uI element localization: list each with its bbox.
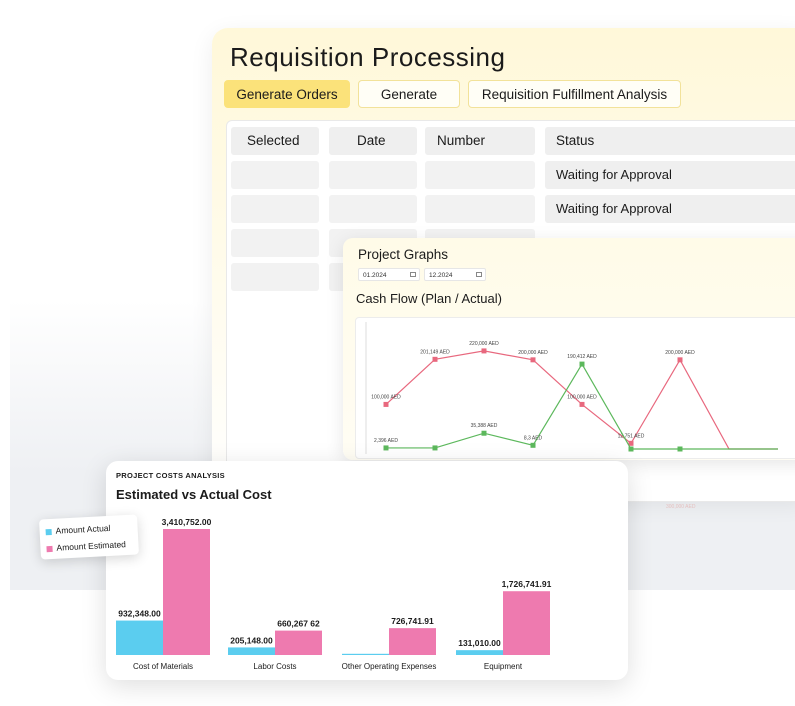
- data-point: [579, 361, 585, 367]
- column-header-number[interactable]: Number: [425, 127, 535, 155]
- table-cell[interactable]: [231, 161, 319, 189]
- data-point: [481, 430, 487, 436]
- column-header-status[interactable]: Status: [545, 127, 795, 155]
- data-point: [530, 357, 536, 363]
- project-graphs-title: Project Graphs: [358, 247, 449, 262]
- data-label: 100,000 AED: [567, 394, 597, 400]
- category-label: Cost of Materials: [133, 662, 193, 671]
- data-label: 200,000 AED: [518, 350, 548, 356]
- bar-value-label: 660,267 62: [277, 619, 320, 629]
- bar-actual: [342, 653, 389, 655]
- category-label: Equipment: [484, 662, 523, 671]
- tab-generate-orders[interactable]: Generate Orders: [224, 80, 350, 108]
- bar-value-label: 726,741.91: [391, 616, 434, 626]
- data-point: [530, 442, 536, 448]
- bar-estimated: [389, 628, 436, 655]
- calendar-icon[interactable]: [410, 272, 416, 277]
- date-from-input[interactable]: 01.2024: [358, 268, 420, 281]
- data-point: [628, 440, 634, 446]
- calendar-icon[interactable]: [476, 272, 482, 277]
- bar-value-label: 131,010.00: [458, 638, 501, 648]
- cash-flow-svg: 100,000 AED 201,149 AED 220,000 AED 200,000…: [365, 322, 778, 454]
- data-point: [432, 356, 438, 362]
- data-label: 201,149 AED: [420, 349, 450, 355]
- table-cell[interactable]: [329, 195, 417, 223]
- date-to-input[interactable]: 12.2024: [424, 268, 486, 281]
- data-label: 200,000 AED: [665, 350, 695, 356]
- page-title: Requisition Processing: [230, 42, 506, 72]
- bar-value-label: 1,726,741.91: [502, 579, 552, 589]
- project-costs-panel: PROJECT COSTS ANALYSIS Estimated vs Actu…: [106, 461, 628, 680]
- table-cell[interactable]: [329, 161, 417, 189]
- cash-flow-title: Cash Flow (Plan / Actual): [356, 291, 502, 306]
- bar-estimated: [163, 529, 210, 655]
- data-point: [481, 348, 487, 354]
- bar-estimated: [275, 630, 322, 655]
- data-label: 190,412 AED: [567, 354, 597, 360]
- column-header-selected[interactable]: Selected: [231, 127, 319, 155]
- bar-actual: [456, 650, 503, 655]
- tab-requisition-fulfillment-analysis[interactable]: Requisition Fulfillment Analysis: [468, 80, 681, 108]
- column-header-date[interactable]: Date: [329, 127, 417, 155]
- legend-swatch-estimated: [46, 545, 53, 552]
- table-cell[interactable]: [231, 263, 319, 291]
- bar-actual: [116, 620, 163, 655]
- bar-actual: [228, 647, 275, 655]
- project-graphs-panel: Project Graphs 01.2024 12.2024 Cash Flow…: [343, 238, 795, 460]
- legend-item-estimated[interactable]: Amount Estimated: [46, 537, 126, 555]
- data-label: 12,751 AED: [618, 433, 645, 439]
- table-cell[interactable]: [231, 195, 319, 223]
- costs-eyebrow: PROJECT COSTS ANALYSIS: [116, 471, 225, 480]
- tab-generate[interactable]: Generate: [358, 80, 460, 108]
- data-label: 220,000 AED: [469, 341, 499, 347]
- bar-value-label: 932,348.00: [118, 609, 161, 619]
- data-label: 2,396 AED: [374, 438, 398, 444]
- legend-item-actual[interactable]: Amount Actual: [45, 521, 111, 538]
- data-point: [383, 445, 389, 451]
- status-cell[interactable]: Waiting for Approval: [545, 161, 795, 189]
- category-label: Other Operating Expenses: [342, 662, 437, 671]
- ghost-label: 300,000 AED: [666, 504, 696, 510]
- date-to-value: 12.2024: [429, 272, 453, 279]
- table-cell[interactable]: [425, 195, 535, 223]
- data-label: 100,000 AED: [371, 394, 401, 400]
- data-point: [383, 401, 389, 407]
- date-from-value: 01.2024: [363, 272, 387, 279]
- data-point: [579, 401, 585, 407]
- status-cell[interactable]: Waiting for Approval: [545, 195, 795, 223]
- cost-bar-chart: 932,348.00 3,410,752.00 Cost of Materials 2…: [116, 517, 552, 671]
- bar-value-label: 3,410,752.00: [162, 517, 212, 527]
- table-cell[interactable]: [425, 161, 535, 189]
- data-point: [628, 446, 634, 452]
- data-label: 35,388 AED: [471, 423, 498, 429]
- data-point: [677, 446, 683, 452]
- table-cell[interactable]: [231, 229, 319, 257]
- bar-estimated: [503, 591, 550, 655]
- legend-swatch-actual: [45, 528, 52, 536]
- data-point: [677, 357, 683, 363]
- category-label: Labor Costs: [253, 662, 296, 671]
- cash-flow-chart: 100,000 AED 201,149 AED 220,000 AED 200,000…: [355, 317, 795, 459]
- chart-legend: Amount Actual Amount Estimated: [39, 514, 139, 560]
- legend-label-actual: Amount Actual: [55, 522, 111, 536]
- data-label: 8,3 AED: [524, 435, 543, 441]
- data-point: [432, 445, 438, 451]
- legend-label-estimated: Amount Estimated: [56, 539, 127, 553]
- bar-value-label: 205,148.00: [230, 635, 273, 645]
- costs-title: Estimated vs Actual Cost: [116, 487, 272, 502]
